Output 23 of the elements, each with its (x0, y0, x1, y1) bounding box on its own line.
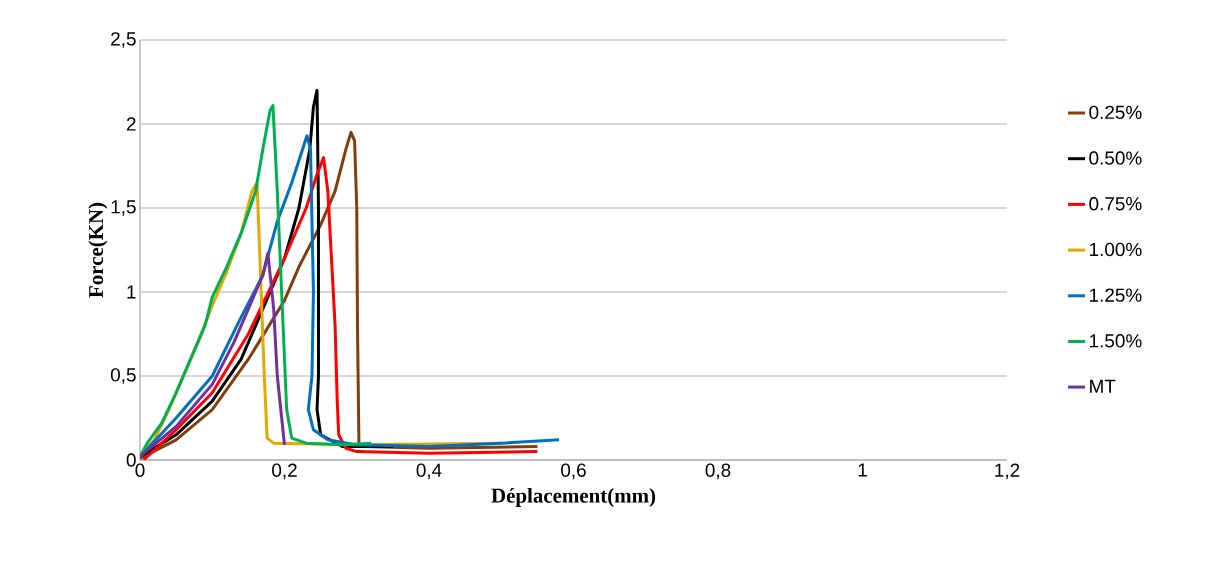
x-tick-label: 1,2 (995, 463, 1020, 480)
y-tick-label: 1,5 (111, 200, 136, 216)
x-tick-label: 0,6 (561, 463, 586, 480)
x-tick-label: 0,8 (705, 463, 731, 480)
y-tick-label: 2,5 (111, 32, 136, 48)
line-series (140, 251, 287, 459)
x-tick-label: 0,2 (272, 463, 297, 480)
x-tick-label: 0,4 (416, 463, 442, 480)
legend-label: 0.75% (1089, 197, 1142, 211)
y-axis-title: Force(KN) (88, 202, 108, 298)
y-tick-label: 0,5 (110, 368, 136, 384)
x-tick-label: 1 (858, 463, 867, 477)
y-tick-label: 1 (127, 285, 136, 299)
legend-label: 1.00% (1090, 242, 1142, 257)
legend-label: 0.25% (1089, 105, 1142, 120)
x-axis-title: Déplacement(mm) (491, 487, 656, 507)
legend-label: 1.50% (1090, 334, 1142, 348)
x-tick-label: 0 (135, 463, 145, 477)
y-tick-label: 0 (126, 453, 136, 467)
legend-label: MT (1090, 379, 1116, 393)
legend-label: 0.50% (1089, 151, 1142, 165)
y-tick-label: 2 (126, 117, 136, 131)
legend-label: 1.25% (1090, 288, 1142, 302)
